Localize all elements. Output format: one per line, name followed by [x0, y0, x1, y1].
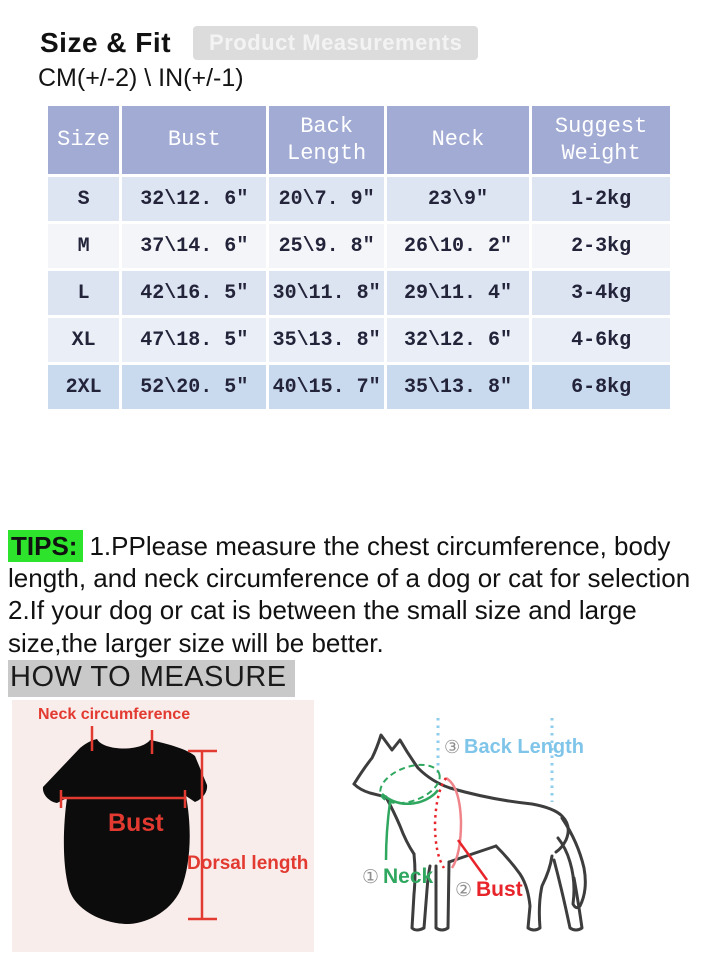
cell-neck: 23\9″	[386, 177, 530, 221]
how-to-measure-heading: HOW TO MEASURE	[8, 660, 295, 697]
tips-text: 1.PPlease measure the chest circumferenc…	[8, 531, 691, 658]
column-header-size: Size	[48, 106, 120, 174]
measure-diagrams: Neck circumference Bust Dorsal length	[0, 698, 720, 959]
back-length-dotted-lines	[436, 718, 554, 802]
table-row: 2XL 52\20. 5″ 40\15. 7″ 35\13. 8″ 6-8kg	[48, 365, 670, 409]
cell-bust: 47\18. 5″	[122, 318, 267, 362]
table-row: M 37\14. 6″ 25\9. 8″ 26\10. 2″ 2-3kg	[48, 224, 670, 268]
cell-neck: 29\11. 4″	[386, 271, 530, 315]
size-fit-title: Size & Fit	[40, 27, 172, 58]
cell-bust: 37\14. 6″	[122, 224, 267, 268]
size-table: Size Bust Back Length Neck Suggest Weigh…	[45, 103, 673, 412]
neck-measure-ellipse	[379, 763, 441, 861]
cell-size: M	[48, 224, 120, 268]
circled-3-icon: ③	[444, 737, 460, 757]
cell-size: 2XL	[48, 365, 120, 409]
cell-weight: 3-4kg	[532, 271, 670, 315]
cell-neck: 35\13. 8″	[386, 365, 530, 409]
circled-1-icon: ①	[362, 867, 379, 888]
header: Size & Fit Product Measurements	[40, 26, 479, 60]
cell-back-length: 40\15. 7″	[269, 365, 384, 409]
garment-annotation-lines	[59, 726, 217, 921]
column-header-suggest-weight: Suggest Weight	[532, 106, 670, 174]
tips-paragraph: TIPS: 1.PPlease measure the chest circumf…	[8, 530, 712, 659]
cell-back-length: 25\9. 8″	[269, 224, 384, 268]
dog-back-length-label: Back Length	[464, 736, 584, 758]
cell-bust: 42\16. 5″	[122, 271, 267, 315]
table-row: S 32\12. 6″ 20\7. 9″ 23\9″ 1-2kg	[48, 177, 670, 221]
shirt-silhouette	[42, 739, 208, 924]
cell-weight: 1-2kg	[532, 177, 670, 221]
unit-note: CM(+/-2) \ IN(+/-1)	[38, 64, 244, 92]
bust-label: Bust	[108, 809, 164, 837]
column-header-neck: Neck	[386, 106, 530, 174]
dog-diagram: ③ Back Length ① Neck ② Bust	[352, 718, 587, 932]
garment-diagram: Neck circumference Bust Dorsal length	[12, 700, 314, 952]
bust-measure-ellipse	[433, 776, 489, 881]
neck-circumference-label: Neck circumference	[38, 706, 190, 723]
table-row: L 42\16. 5″ 30\11. 8″ 29\11. 4″ 3-4kg	[48, 271, 670, 315]
tips-label: TIPS:	[8, 530, 84, 562]
product-measurements-badge[interactable]: Product Measurements	[193, 26, 479, 60]
cell-size: XL	[48, 318, 120, 362]
circled-2-icon: ②	[455, 880, 472, 901]
cell-back-length: 20\7. 9″	[269, 177, 384, 221]
dorsal-length-label: Dorsal length	[187, 853, 308, 874]
cell-neck: 32\12. 6″	[386, 318, 530, 362]
cell-bust: 52\20. 5″	[122, 365, 267, 409]
cell-weight: 2-3kg	[532, 224, 670, 268]
cell-back-length: 35\13. 8″	[269, 318, 384, 362]
cell-size: S	[48, 177, 120, 221]
dog-outline	[352, 733, 587, 932]
column-header-back-length: Back Length	[269, 106, 384, 174]
column-header-bust: Bust	[122, 106, 267, 174]
cell-size: L	[48, 271, 120, 315]
cell-weight: 4-6kg	[532, 318, 670, 362]
cell-bust: 32\12. 6″	[122, 177, 267, 221]
dog-bust-label: Bust	[476, 878, 523, 901]
cell-weight: 6-8kg	[532, 365, 670, 409]
table-header-row: Size Bust Back Length Neck Suggest Weigh…	[48, 106, 670, 174]
cell-neck: 26\10. 2″	[386, 224, 530, 268]
dog-neck-label: Neck	[383, 865, 434, 888]
cell-back-length: 30\11. 8″	[269, 271, 384, 315]
table-row: XL 47\18. 5″ 35\13. 8″ 32\12. 6″ 4-6kg	[48, 318, 670, 362]
